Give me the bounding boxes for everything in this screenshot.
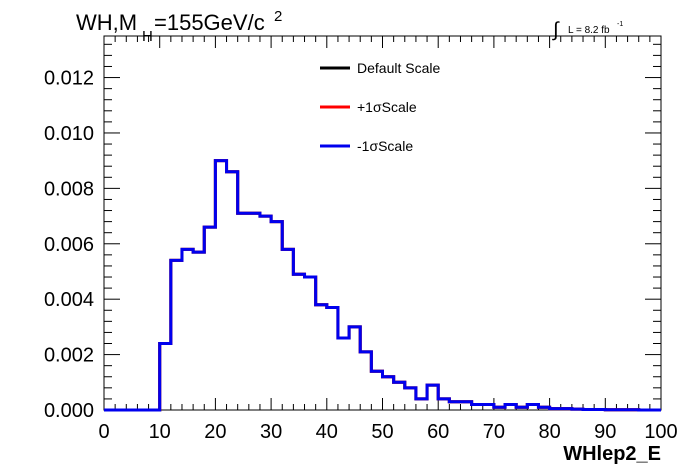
y-tick-label: 0.012 bbox=[44, 68, 94, 90]
legend-label: Default Scale bbox=[357, 60, 440, 76]
x-tick-label: 0 bbox=[98, 421, 109, 443]
title-rest: =155GeV/c bbox=[154, 10, 265, 35]
legend-label: -1σScale bbox=[357, 138, 413, 154]
y-tick-label: 0.010 bbox=[44, 123, 94, 145]
title-main: WH,M bbox=[76, 10, 137, 35]
legend: Default Scale +1σScale -1σScale bbox=[320, 60, 440, 154]
x-tick-label: 30 bbox=[260, 421, 282, 443]
x-tick-label: 70 bbox=[483, 421, 505, 443]
x-tick-label: 40 bbox=[316, 421, 338, 443]
x-tick-label: 20 bbox=[204, 421, 226, 443]
chart-title: WH,M H =155GeV/c 2 bbox=[76, 8, 282, 45]
luminosity-label: ∫ L = 8.2 fb -1 bbox=[552, 19, 623, 41]
lumi-superscript: -1 bbox=[617, 21, 623, 28]
legend-label: +1σScale bbox=[357, 99, 417, 115]
x-tick-label: 100 bbox=[644, 421, 677, 443]
y-axis: 0.000 0.002 0.004 0.006 0.008 0.010 0.012 bbox=[44, 43, 661, 422]
integral-symbol: ∫ bbox=[552, 19, 560, 41]
lumi-text: L = 8.2 fb bbox=[568, 25, 610, 36]
y-tick-label: 0.008 bbox=[44, 178, 94, 200]
x-tick-label: 60 bbox=[427, 421, 449, 443]
x-tick-label: 10 bbox=[149, 421, 171, 443]
y-tick-label: 0.004 bbox=[44, 289, 94, 311]
series-line-2 bbox=[104, 159, 661, 412]
x-tick-label: 80 bbox=[538, 421, 560, 443]
x-axis: 0 10 20 30 40 50 60 70 80 90 100 bbox=[98, 36, 678, 443]
plot-frame bbox=[103, 35, 662, 411]
x-tick-label: 90 bbox=[594, 421, 616, 443]
title-subscript: H bbox=[142, 28, 153, 45]
x-tick-label: 50 bbox=[371, 421, 393, 443]
title-superscript: 2 bbox=[274, 8, 282, 25]
x-axis-title: WHlep2_E bbox=[563, 443, 661, 465]
y-tick-label: 0.000 bbox=[44, 400, 94, 422]
y-tick-label: 0.002 bbox=[44, 345, 94, 367]
y-tick-label: 0.006 bbox=[44, 234, 94, 256]
series-layer bbox=[104, 159, 661, 412]
